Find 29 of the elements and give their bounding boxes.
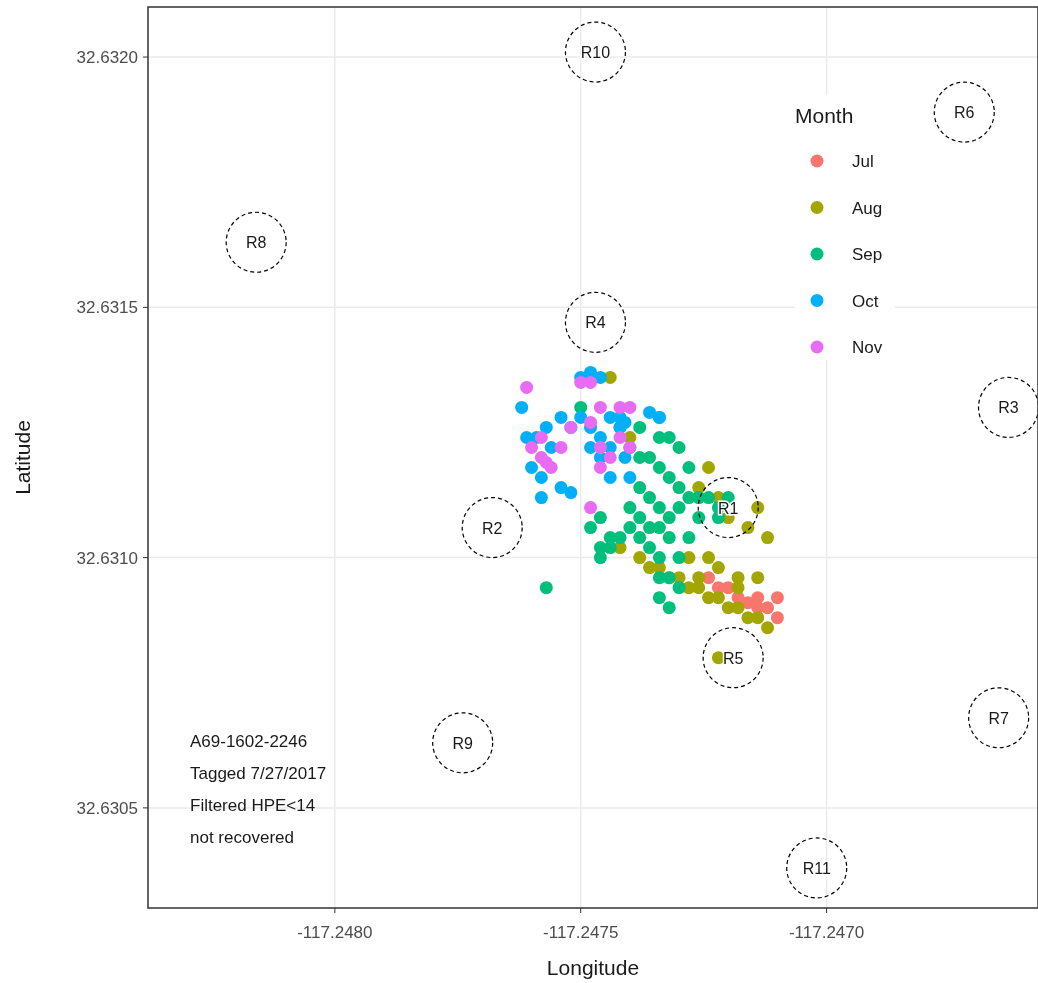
data-label: R7: [988, 709, 1009, 727]
legend-label: Aug: [852, 198, 883, 218]
data-label: R9: [452, 734, 474, 752]
legend-title: Month: [795, 104, 854, 127]
data-label: R2: [481, 519, 503, 537]
y-tick-label: 32.6315: [76, 298, 138, 318]
y-tick-label: 32.6310: [76, 548, 138, 568]
data-label: R10: [580, 44, 611, 62]
x-axis-title: Longitude: [546, 956, 640, 979]
data-label: R6: [954, 104, 975, 122]
annotation: Tagged 7/27/2017: [190, 764, 327, 783]
data-label: R4: [585, 314, 606, 332]
legend-label: Jul: [852, 152, 874, 171]
legend-label: Nov: [852, 338, 883, 357]
annotation: Filtered HPE<14: [190, 796, 316, 815]
y-tick-label: 32.6305: [76, 798, 138, 818]
annotation: A69-1602-2246: [190, 732, 308, 751]
x-tick-label: -117.2470: [788, 923, 865, 942]
x-tick-label: -117.2475: [543, 923, 619, 942]
x-tick-label: -117.2480: [297, 923, 373, 942]
legend-label: Sep: [852, 245, 883, 264]
y-axis-title: Latitude: [11, 420, 34, 495]
data-label: R8: [245, 234, 267, 252]
annotation: not recovered: [190, 828, 294, 847]
data-label: R5: [722, 649, 744, 667]
data-label: R3: [998, 399, 1019, 417]
y-tick-label: 32.6320: [76, 48, 138, 68]
legend-label: Oct: [852, 291, 879, 311]
data-label: R11: [802, 859, 831, 877]
